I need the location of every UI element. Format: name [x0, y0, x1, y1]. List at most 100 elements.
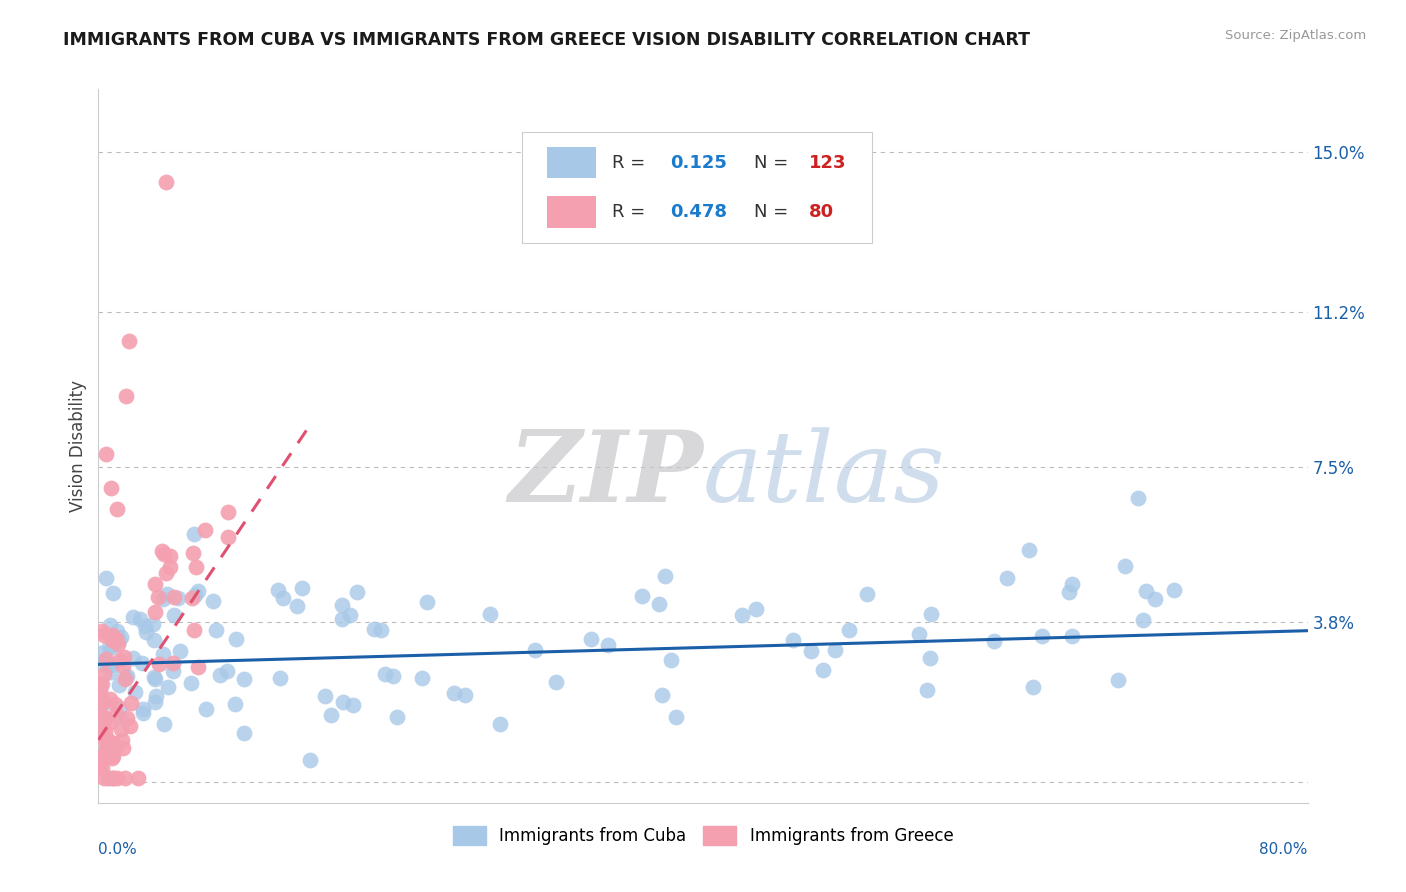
Immigrants from Greece — [94, 746, 117, 760]
Immigrants from Cuba — [98, 618, 121, 632]
Immigrants from Greece — [90, 624, 112, 638]
Immigrants from Cuba — [167, 591, 190, 605]
Immigrants from Cuba — [152, 647, 174, 661]
Immigrants from Greece — [107, 637, 129, 651]
Immigrants from Greece — [93, 771, 115, 785]
Immigrants from Cuba — [208, 668, 231, 682]
Immigrants from Greece — [108, 653, 131, 667]
Immigrants from Greece — [87, 683, 110, 698]
Immigrants from Cuba — [183, 526, 205, 541]
Immigrants from Cuba — [983, 634, 1005, 648]
Immigrants from Greece — [94, 746, 117, 760]
Immigrants from Greece — [111, 733, 134, 747]
Immigrants from Cuba — [374, 667, 396, 681]
Immigrants from Greece — [101, 748, 124, 763]
Immigrants from Cuba — [124, 685, 146, 699]
Immigrants from Cuba — [1018, 542, 1040, 557]
Y-axis label: Vision Disability: Vision Disability — [69, 380, 87, 512]
Immigrants from Greece — [159, 560, 181, 574]
Immigrants from Greece — [184, 559, 207, 574]
Text: 0.478: 0.478 — [669, 203, 727, 221]
Immigrants from Greece — [94, 651, 117, 665]
Immigrants from Greece — [89, 682, 111, 697]
Immigrants from Cuba — [381, 668, 404, 682]
Immigrants from Greece — [90, 696, 112, 710]
Text: R =: R = — [612, 153, 651, 171]
Immigrants from Cuba — [287, 599, 309, 614]
Immigrants from Greece — [89, 701, 111, 715]
Immigrants from Greece — [87, 728, 110, 742]
Text: Source: ZipAtlas.com: Source: ZipAtlas.com — [1226, 29, 1367, 42]
Immigrants from Cuba — [122, 609, 145, 624]
Immigrants from Cuba — [153, 717, 176, 731]
Immigrants from Cuba — [291, 581, 314, 595]
Immigrants from Greece — [90, 761, 112, 775]
Immigrants from Cuba — [184, 588, 207, 602]
Immigrants from Greece — [112, 649, 135, 664]
Immigrants from Cuba — [224, 697, 246, 711]
Immigrants from Greece — [187, 659, 209, 673]
Immigrants from Cuba — [824, 643, 846, 657]
Text: R =: R = — [612, 203, 651, 221]
Immigrants from Cuba — [90, 657, 112, 671]
Immigrants from Cuba — [105, 624, 128, 638]
Immigrants from Cuba — [332, 695, 354, 709]
Immigrants from Greece — [114, 673, 136, 687]
Immigrants from Greece — [114, 389, 136, 403]
Text: 123: 123 — [808, 153, 846, 171]
Immigrants from Cuba — [108, 678, 131, 692]
FancyBboxPatch shape — [522, 132, 872, 243]
Immigrants from Cuba — [132, 706, 155, 720]
Immigrants from Greece — [101, 771, 124, 785]
Immigrants from Cuba — [1060, 629, 1083, 643]
Immigrants from Cuba — [346, 584, 368, 599]
Immigrants from Greece — [104, 632, 127, 646]
Immigrants from Cuba — [319, 707, 342, 722]
Text: 0.125: 0.125 — [669, 153, 727, 171]
Immigrants from Greece — [155, 175, 177, 189]
Immigrants from Cuba — [169, 643, 191, 657]
Immigrants from Greece — [153, 547, 176, 561]
Immigrants from Greece — [87, 757, 110, 772]
Immigrants from Cuba — [1022, 680, 1045, 694]
Immigrants from Cuba — [143, 632, 166, 647]
Immigrants from Greece — [127, 771, 149, 785]
Immigrants from Cuba — [91, 677, 114, 691]
Immigrants from Cuba — [110, 711, 132, 725]
Immigrants from Cuba — [110, 701, 132, 715]
Immigrants from Cuba — [416, 595, 439, 609]
Immigrants from Cuba — [180, 676, 202, 690]
Immigrants from Cuba — [187, 584, 209, 599]
Immigrants from Greece — [217, 530, 239, 544]
Immigrants from Cuba — [232, 726, 254, 740]
Immigrants from Greece — [93, 712, 115, 726]
Text: N =: N = — [754, 153, 794, 171]
Immigrants from Cuba — [579, 632, 602, 646]
Immigrants from Greece — [118, 719, 141, 733]
Immigrants from Cuba — [630, 589, 652, 603]
Immigrants from Cuba — [108, 632, 131, 647]
Immigrants from Greece — [180, 591, 202, 605]
Immigrants from Cuba — [225, 632, 247, 646]
Immigrants from Greece — [146, 590, 169, 604]
Immigrants from Cuba — [731, 607, 754, 622]
Immigrants from Cuba — [800, 644, 823, 658]
Immigrants from Cuba — [97, 640, 120, 654]
Immigrants from Greece — [150, 544, 173, 558]
Immigrants from Greece — [93, 750, 115, 764]
Immigrants from Cuba — [1135, 584, 1157, 599]
Immigrants from Cuba — [271, 591, 294, 605]
Immigrants from Cuba — [1062, 576, 1084, 591]
Immigrants from Greece — [96, 738, 118, 752]
Immigrants from Greece — [111, 659, 134, 673]
Immigrants from Cuba — [267, 582, 290, 597]
Immigrants from Cuba — [411, 671, 433, 685]
Immigrants from Cuba — [314, 689, 336, 703]
Immigrants from Cuba — [1163, 583, 1185, 598]
Immigrants from Greece — [143, 577, 166, 591]
Immigrants from Cuba — [128, 612, 150, 626]
Immigrants from Cuba — [217, 664, 239, 678]
Immigrants from Cuba — [162, 664, 184, 678]
Immigrants from Cuba — [1128, 491, 1150, 505]
Immigrants from Greece — [110, 723, 132, 737]
